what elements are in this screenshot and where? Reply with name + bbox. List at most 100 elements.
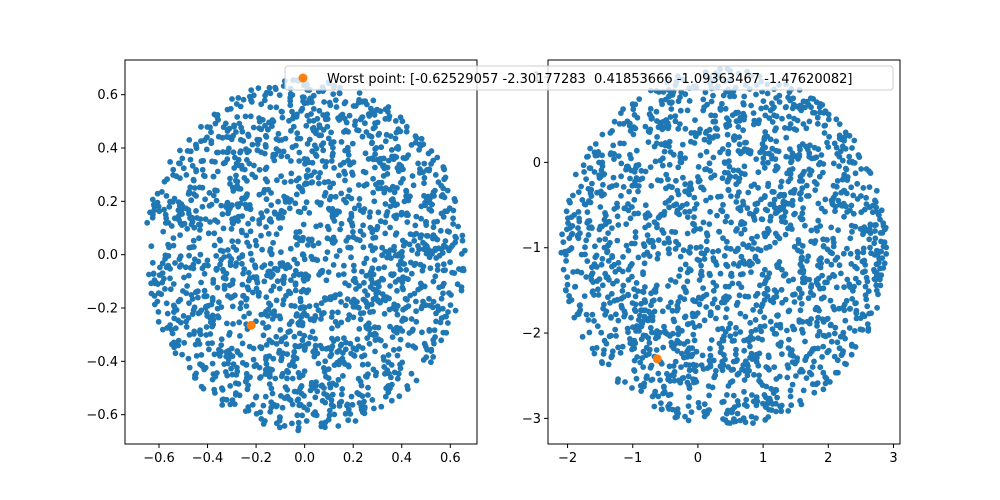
scatter-point	[774, 263, 781, 270]
scatter-point	[459, 237, 466, 244]
scatter-point	[296, 330, 303, 337]
scatter-point	[395, 143, 401, 150]
scatter-point	[808, 168, 815, 174]
scatter-point	[361, 182, 368, 189]
scatter-point	[295, 424, 302, 431]
scatter-point	[450, 221, 456, 227]
scatter-point	[559, 231, 565, 238]
scatter-point	[316, 122, 323, 128]
scatter-point	[741, 347, 748, 354]
scatter-point	[296, 158, 303, 164]
scatter-point	[736, 134, 743, 141]
scatter-point	[390, 347, 397, 353]
scatter-point	[711, 296, 718, 303]
scatter-point	[869, 209, 876, 216]
scatter-point	[428, 148, 435, 154]
scatter-point	[594, 278, 600, 284]
scatter-point	[187, 148, 194, 155]
scatter-point	[167, 159, 174, 165]
scatter-point	[638, 336, 645, 343]
scatter-point	[268, 385, 275, 392]
scatter-point	[335, 376, 342, 383]
scatter-point	[701, 104, 708, 110]
scatter-point	[324, 249, 331, 256]
scatter-point	[354, 127, 360, 133]
scatter-point	[658, 177, 664, 184]
scatter-point	[230, 149, 237, 156]
scatter-point	[830, 235, 836, 242]
scatter-point	[152, 280, 158, 287]
scatter-point	[250, 124, 257, 131]
scatter-point	[753, 402, 760, 409]
scatter-point	[660, 118, 667, 125]
scatter-point	[690, 366, 697, 373]
scatter-point	[572, 171, 579, 178]
scatter-point	[619, 288, 626, 294]
scatter-point	[817, 364, 824, 371]
scatter-point	[776, 235, 783, 242]
scatter-point	[345, 244, 351, 251]
scatter-point	[630, 131, 637, 138]
scatter-point	[647, 324, 654, 331]
scatter-point	[264, 208, 270, 214]
scatter-point	[292, 280, 299, 287]
scatter-point	[387, 323, 393, 330]
scatter-point	[368, 301, 375, 308]
scatter-point	[325, 345, 332, 351]
scatter-point	[401, 261, 408, 267]
scatter-point	[344, 296, 351, 302]
scatter-point	[795, 156, 801, 162]
scatter-point	[279, 260, 286, 266]
scatter-point	[610, 174, 617, 181]
scatter-point	[346, 112, 353, 119]
scatter-point	[308, 238, 315, 244]
scatter-point	[615, 259, 622, 266]
scatter-point	[253, 274, 260, 281]
scatter-point	[261, 97, 268, 104]
scatter-point	[670, 363, 677, 369]
scatter-point	[218, 202, 225, 209]
scatter-point	[427, 302, 433, 309]
scatter-point	[312, 335, 318, 342]
scatter-point	[452, 198, 459, 205]
scatter-point	[646, 339, 653, 346]
scatter-point	[300, 304, 307, 310]
scatter-point	[815, 314, 821, 321]
scatter-point	[371, 405, 377, 412]
scatter-point	[402, 295, 409, 302]
scatter-point	[696, 277, 703, 283]
scatter-point	[301, 156, 308, 162]
scatter-point	[284, 262, 291, 268]
scatter-point	[773, 293, 780, 300]
scatter-point	[266, 300, 272, 307]
scatter-point	[382, 219, 389, 226]
scatter-point	[328, 129, 334, 136]
scatter-point	[310, 117, 317, 124]
scatter-point	[414, 250, 421, 257]
scatter-point	[397, 365, 404, 372]
scatter-point	[229, 96, 235, 102]
scatter-point	[672, 358, 679, 365]
scatter-point	[797, 397, 803, 404]
scatter-point	[773, 376, 780, 382]
scatter-point	[396, 393, 403, 400]
scatter-point	[369, 247, 376, 254]
scatter-point	[820, 343, 827, 350]
scatter-point	[583, 274, 590, 280]
scatter-point	[160, 228, 167, 235]
scatter-point	[428, 359, 434, 366]
scatter-point	[394, 311, 401, 318]
scatter-point	[428, 346, 435, 353]
scatter-point	[758, 216, 765, 223]
scatter-point	[848, 222, 855, 229]
scatter-point	[299, 186, 305, 193]
scatter-point	[665, 283, 671, 289]
y-tick-label: 0.0	[97, 248, 118, 263]
legend: Worst point: [-0.62529057 -2.30177283 0.…	[284, 65, 894, 91]
scatter-point	[814, 114, 821, 121]
scatter-point	[235, 213, 242, 220]
scatter-point	[608, 150, 614, 156]
scatter-point	[815, 262, 821, 269]
scatter-point	[387, 247, 394, 254]
scatter-point	[418, 135, 425, 142]
